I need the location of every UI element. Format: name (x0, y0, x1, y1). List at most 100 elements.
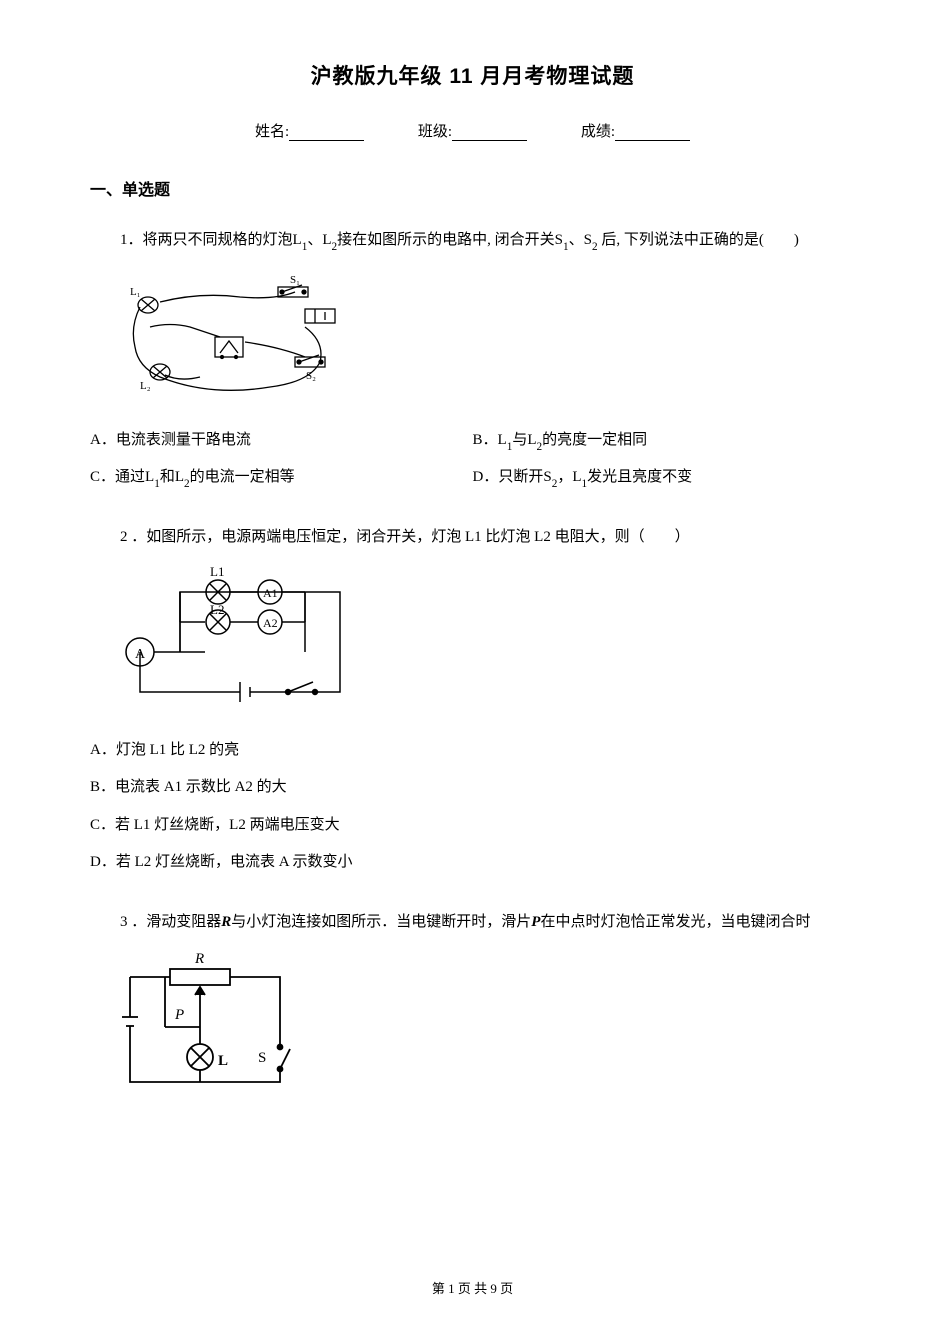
q1-optD-L1-letter: L (572, 469, 581, 485)
q2-A1-inner: A1 (263, 586, 278, 600)
q1-optB: B．L1与L2的亮度一定相同 (473, 422, 856, 460)
footer-mid: 页 共 (455, 1281, 491, 1296)
q2-options: A．灯泡 L1 比 L2 的亮 B．电流表 A1 示数比 A2 的大 C．若 L… (90, 732, 855, 882)
form-row: 姓名: 班级: 成绩: (90, 120, 855, 141)
q1-optC-L1-sub: 1 (154, 478, 160, 490)
score-underline (615, 140, 690, 141)
q1-optD-L1: L1 (572, 469, 587, 485)
q2-optD: D．若 L2 灯丝烧断，电流表 A 示数变小 (90, 844, 855, 882)
q1-optB-suffix: 的亮度一定相同 (542, 432, 647, 448)
q1-paren-close: ) (794, 232, 799, 248)
q1-diagram: L₁ L₂ S₁ S₂ (110, 267, 855, 402)
q1-optD-prefix: D．只断开 (473, 469, 544, 485)
class-underline (452, 140, 527, 141)
footer-prefix: 第 (432, 1281, 448, 1296)
q3-circuit-svg: R P L S (110, 947, 305, 1097)
q3-S-label: S (258, 1050, 266, 1066)
q3-stem-mid1: 与小灯泡连接如图所示．当电键断开时，滑片 (231, 914, 531, 930)
q1-L2-letter: L (322, 232, 331, 248)
q1-options: A．电流表测量干路电流 B．L1与L2的亮度一定相同 C．通过L1和L2的电流一… (90, 422, 855, 497)
question-3: 3 ．滑动变阻器R与小灯泡连接如图所示．当电键断开时，滑片P在中点时灯泡恰正常发… (90, 907, 855, 1097)
q1-optD-mid: ， (557, 469, 572, 485)
q1-optB-mid: 与 (512, 432, 527, 448)
q1-paren: ( ) (759, 232, 799, 248)
q3-diagram: R P L S (110, 947, 855, 1097)
q1-optC-L1: L1 (145, 469, 160, 485)
q3-R-label: R (194, 951, 204, 967)
q2-diagram: A1 A2 A (110, 562, 855, 712)
q2-stem: 2 ．如图所示，电源两端电压恒定，闭合开关，灯泡 L1 比灯泡 L2 电阻大，则… (90, 522, 855, 552)
q3-stem-mid2: 在中点时灯泡恰正常发光，当电键闭合时 (540, 914, 810, 930)
q1-optC-suffix: 的电流一定相等 (190, 469, 295, 485)
q1-optC-L2: L2 (175, 469, 190, 485)
q1-stem-prefix: 1．将两只不同规格的灯泡 (120, 232, 293, 248)
q1-S1: S1 (555, 232, 569, 248)
q1-diag-S1: S₁ (290, 274, 300, 286)
q1-optD: D．只断开S2，L1发光且亮度不变 (473, 459, 856, 497)
name-underline (289, 140, 364, 141)
q1-diag-S2: S₂ (306, 370, 316, 382)
q1-optD-S2-letter: S (543, 469, 551, 485)
q1-optC-L1-letter: L (145, 469, 154, 485)
q3-P-label: P (174, 1007, 184, 1023)
section-heading: 一、单选题 (90, 176, 855, 200)
q1-optC-L2-sub: 2 (184, 478, 190, 490)
question-1: 1．将两只不同规格的灯泡L1、L2接在如图所示的电路中, 闭合开关S1、S2 后… (90, 225, 855, 497)
q1-L1-letter: L (293, 232, 302, 248)
q1-stem-mid2: 接在如图所示的电路中, 闭合开关 (337, 232, 555, 248)
q2-A-inner: A (135, 647, 146, 662)
q1-optC: C．通过L1和L2的电流一定相等 (90, 459, 473, 497)
q1-optD-S2-sub: 2 (552, 478, 558, 490)
q1-optB-L2-letter: L (527, 432, 536, 448)
q3-stem: 3 ．滑动变阻器R与小灯泡连接如图所示．当电键断开时，滑片P在中点时灯泡恰正常发… (90, 907, 855, 937)
q1-optA: A．电流表测量干路电流 (90, 422, 473, 460)
q1-S2: S2 (584, 232, 598, 248)
q1-diag-L1: L₁ (130, 286, 141, 298)
q1-circuit-svg: L₁ L₂ S₁ S₂ (110, 267, 345, 402)
q3-stem-prefix: 3 ．滑动变阻器 (120, 914, 221, 930)
q1-optB-L1-letter: L (498, 432, 507, 448)
q1-L1: L1 (293, 232, 308, 248)
q3-L-label: L (218, 1053, 228, 1069)
q2-A2-inner: A2 (263, 616, 278, 630)
q1-optB-L2: L2 (527, 432, 542, 448)
q1-optC-L2-letter: L (175, 469, 184, 485)
score-label: 成绩: (581, 124, 615, 140)
class-label: 班级: (418, 124, 452, 140)
q1-optB-prefix: B． (473, 432, 498, 448)
name-field: 姓名: (255, 120, 364, 141)
q1-optB-L1: L1 (498, 432, 513, 448)
q1-L1-sub: 1 (302, 241, 308, 253)
score-field: 成绩: (581, 120, 690, 141)
q1-diag-L2: L₂ (140, 380, 151, 392)
q1-L2: L2 (322, 232, 337, 248)
page-footer: 第 1 页 共 9 页 (0, 1278, 945, 1297)
page-title: 沪教版九年级 11 月月考物理试题 (90, 60, 855, 90)
q1-optC-mid: 和 (160, 469, 175, 485)
name-label: 姓名: (255, 124, 289, 140)
q1-optD-S2: S2 (543, 469, 557, 485)
q1-optD-L1-sub: 1 (582, 478, 588, 490)
q2-L1-label: L1 (210, 564, 224, 579)
q1-S1-letter: S (555, 232, 563, 248)
q2-optA: A．灯泡 L1 比 L2 的亮 (90, 732, 855, 770)
q2-L2-label: L2 (210, 602, 224, 617)
q1-optB-L2-sub: 2 (537, 441, 543, 453)
q1-optB-L1-sub: 1 (507, 441, 513, 453)
footer-suffix: 页 (497, 1281, 513, 1296)
q1-stem-mid1: 、 (307, 232, 322, 248)
q1-stem: 1．将两只不同规格的灯泡L1、L2接在如图所示的电路中, 闭合开关S1、S2 后… (90, 225, 855, 257)
q1-S2-sub: 2 (592, 241, 598, 253)
q2-optC: C．若 L1 灯丝烧断，L2 两端电压变大 (90, 807, 855, 845)
question-2: 2 ．如图所示，电源两端电压恒定，闭合开关，灯泡 L1 比灯泡 L2 电阻大，则… (90, 522, 855, 882)
q2-circuit-svg: A1 A2 A (110, 562, 370, 712)
class-field: 班级: (418, 120, 527, 141)
q2-optB: B．电流表 A1 示数比 A2 的大 (90, 769, 855, 807)
q1-optC-prefix: C．通过 (90, 469, 145, 485)
q1-optD-suffix: 发光且亮度不变 (587, 469, 692, 485)
q1-S2-letter: S (584, 232, 592, 248)
q1-S1-sub: 1 (563, 241, 569, 253)
q3-R: R (221, 914, 231, 930)
q1-L2-sub: 2 (332, 241, 338, 253)
q1-stem-mid3: 、 (569, 232, 584, 248)
